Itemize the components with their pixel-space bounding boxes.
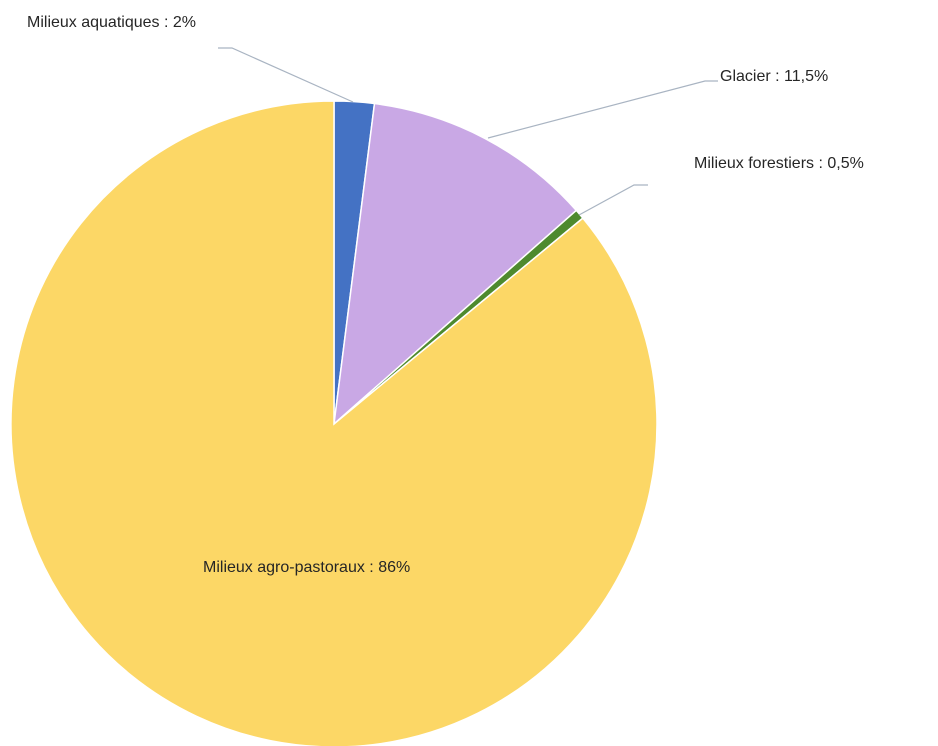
leader-lines xyxy=(218,47,718,216)
pie-slice-glacier xyxy=(333,102,578,426)
data-label-milieux-agro-pastoraux: Milieux agro-pastoraux : 86% xyxy=(203,559,410,576)
data-labels: Milieux aquatiques : 2% Glacier : 11,5% … xyxy=(27,14,864,576)
leader-line-milieux-aquatiques xyxy=(218,47,354,103)
data-label-milieux-aquatiques: Milieux aquatiques : 2% xyxy=(27,14,196,31)
data-label-glacier: Glacier : 11,5% xyxy=(720,68,828,85)
leader-line-glacier xyxy=(487,80,718,139)
leader-line-milieux-forestiers xyxy=(578,184,648,216)
pie-slice-milieux-agro-pastoraux xyxy=(10,100,658,746)
pie-slices xyxy=(10,100,658,746)
data-label-milieux-forestiers: Milieux forestiers : 0,5% xyxy=(694,155,864,172)
